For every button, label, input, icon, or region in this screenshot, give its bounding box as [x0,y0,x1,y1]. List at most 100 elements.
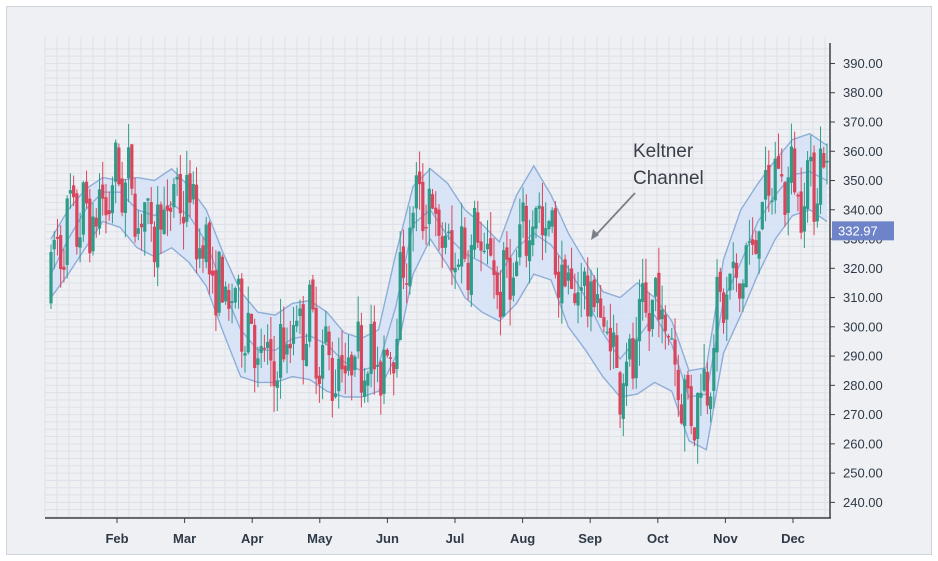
candle [576,272,580,324]
candle-body [379,361,383,396]
candle-body [249,313,254,324]
candle [59,225,63,288]
candle-body [62,266,66,270]
candle-body [418,171,422,185]
candle-body [253,324,257,369]
candle-body [670,338,674,340]
candle-body [434,207,438,214]
candle [78,212,82,263]
candle [333,369,338,399]
candle-body [288,343,292,349]
candle-body [230,301,234,304]
candle-body [734,262,739,278]
candle-body [214,270,218,316]
candle-body [114,142,118,182]
candle [624,342,629,406]
candle [460,203,464,284]
candle [741,279,745,312]
candle-body [52,239,56,250]
candle-body [579,287,583,291]
candle [275,371,279,412]
candle-body [104,197,108,216]
candle-body [666,335,671,338]
candle [156,186,160,287]
candle-body [246,312,250,353]
candle [88,188,92,263]
candle-body [650,299,654,330]
candle [582,267,587,310]
candle-body [382,349,386,394]
candle-body [744,245,748,288]
candle-body [152,226,157,263]
candle [52,231,56,270]
candle [650,299,654,337]
candle-body [359,325,363,393]
y-tick-label: 260.00 [843,436,883,451]
candle-body [311,279,315,310]
candle [595,267,600,318]
candle-body [654,277,658,297]
candle-body [573,293,577,304]
y-tick-label: 310.00 [843,290,883,305]
y-axis-ticks: 240.00 250.00 260.00 270.00 280.00 290.00 300.… [830,56,883,510]
candle [249,313,254,325]
candle [366,371,370,403]
candle-body [146,198,150,201]
candle [346,334,351,376]
price-tag-value: 332.97 [838,223,878,238]
y-tick-label: 280.00 [843,378,883,393]
candle [430,188,435,210]
candle [418,151,422,210]
candle [472,200,477,258]
candle-body [595,294,600,304]
x-tick-label: Oct [647,531,669,546]
candle-body [165,205,169,211]
candle [440,222,444,268]
candle [663,305,667,350]
candle-body [540,206,545,236]
candle [709,392,713,423]
candle [485,220,490,265]
candle [291,306,296,356]
candle [686,370,690,400]
candle [521,187,525,238]
candle-body [721,292,726,324]
candle-body [272,361,276,387]
candle [712,334,716,408]
candle-body [485,243,490,250]
candle-body [518,224,522,258]
candle [751,217,755,256]
candle-body [117,147,121,185]
candle [301,295,305,385]
x-tick-label: Mar [173,531,196,546]
candle [236,274,241,309]
candle-body [169,207,173,212]
candle [262,334,266,362]
candle [482,232,486,254]
candle-body [421,181,425,232]
candle [793,131,797,195]
candle-body [709,396,713,410]
candle [799,167,803,240]
candle [107,191,111,221]
candle-body [127,147,131,179]
candle-body [224,286,228,302]
candle-body [91,216,95,252]
candle [780,148,784,182]
y-tick-label: 370.00 [843,115,883,130]
candle-body [94,217,98,227]
candle [401,229,406,290]
candle-body [59,235,63,270]
candle-body [343,365,347,374]
candle-body [159,204,163,230]
candle [181,190,186,250]
candle-body [689,386,693,427]
candle [644,258,648,318]
candle-body [589,281,593,317]
candle [97,173,102,235]
candle-body [637,298,642,342]
candle-body [282,327,286,360]
candle-body [369,324,373,374]
candle [705,362,709,415]
candle-body [505,247,509,260]
